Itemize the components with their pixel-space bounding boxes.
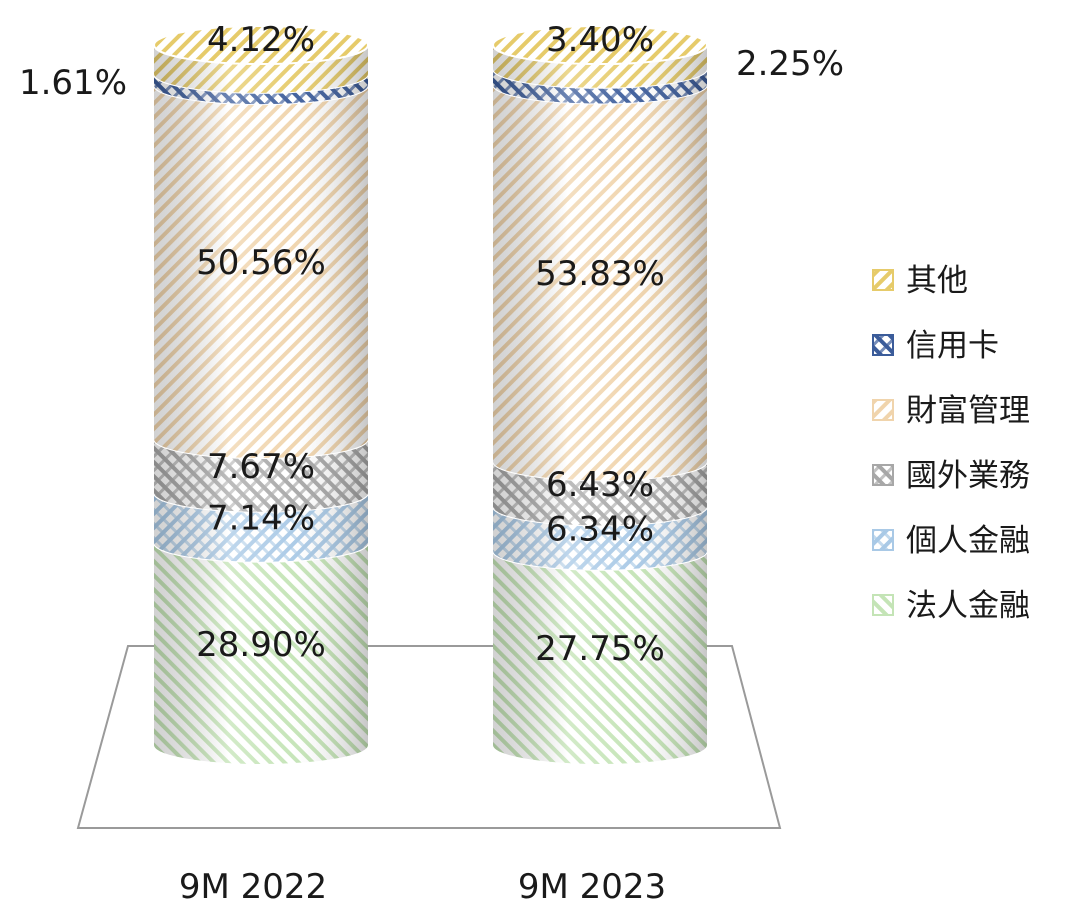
segment-other-2 xyxy=(492,25,708,88)
legend-item-other: 其他 xyxy=(872,263,968,299)
legend-swatch-corporate xyxy=(872,594,894,616)
legend-item-overseas: 國外業務 xyxy=(872,458,1030,494)
legend-label-wealth: 財富管理 xyxy=(906,393,1030,429)
legend-item-creditcard: 信用卡 xyxy=(872,328,999,364)
legend-swatch-personal xyxy=(872,529,894,551)
data-label-creditcard-1: 1.61% xyxy=(19,63,127,103)
legend-label-personal: 個人金融 xyxy=(906,523,1030,559)
category-label-2: 9M 2023 xyxy=(518,867,666,900)
segment-other-1 xyxy=(153,25,369,93)
segment-wealth-2 xyxy=(492,84,708,481)
segment-corporate-2 xyxy=(492,550,708,764)
legend-item-wealth: 財富管理 xyxy=(872,393,1030,429)
legend-swatch-other xyxy=(872,269,894,291)
legend-label-corporate: 法人金融 xyxy=(906,588,1030,624)
legend-label-overseas: 國外業務 xyxy=(906,458,1030,494)
data-label-wealth-1: 50.56% xyxy=(196,243,326,283)
segment-overseas-1 xyxy=(153,438,369,512)
data-label-corporate-2: 27.75% xyxy=(535,629,665,669)
legend-swatch-wealth xyxy=(872,399,894,421)
data-label-personal-2: 6.34% xyxy=(546,510,654,550)
legend-item-corporate: 法人金融 xyxy=(872,588,1030,624)
category-label-1: 9M 2022 xyxy=(179,867,327,900)
data-label-personal-1: 7.14% xyxy=(207,499,315,539)
legend-swatch-overseas xyxy=(872,464,894,486)
data-label-overseas-1: 7.67% xyxy=(207,447,315,487)
data-label-other-2: 3.40% xyxy=(546,20,654,60)
data-label-other-1: 4.12% xyxy=(207,20,315,60)
data-label-overseas-2: 6.43% xyxy=(546,465,654,505)
legend-item-personal: 個人金融 xyxy=(872,523,1030,559)
data-label-creditcard-2: 2.25% xyxy=(736,44,844,84)
legend-label-creditcard: 信用卡 xyxy=(906,328,999,364)
data-label-corporate-1: 28.90% xyxy=(196,625,326,665)
segment-corporate-1 xyxy=(153,542,369,764)
legend-swatch-creditcard xyxy=(872,334,894,356)
segment-wealth-1 xyxy=(153,84,369,459)
data-label-wealth-2: 53.83% xyxy=(535,254,665,294)
legend-label-other: 其他 xyxy=(906,263,968,299)
